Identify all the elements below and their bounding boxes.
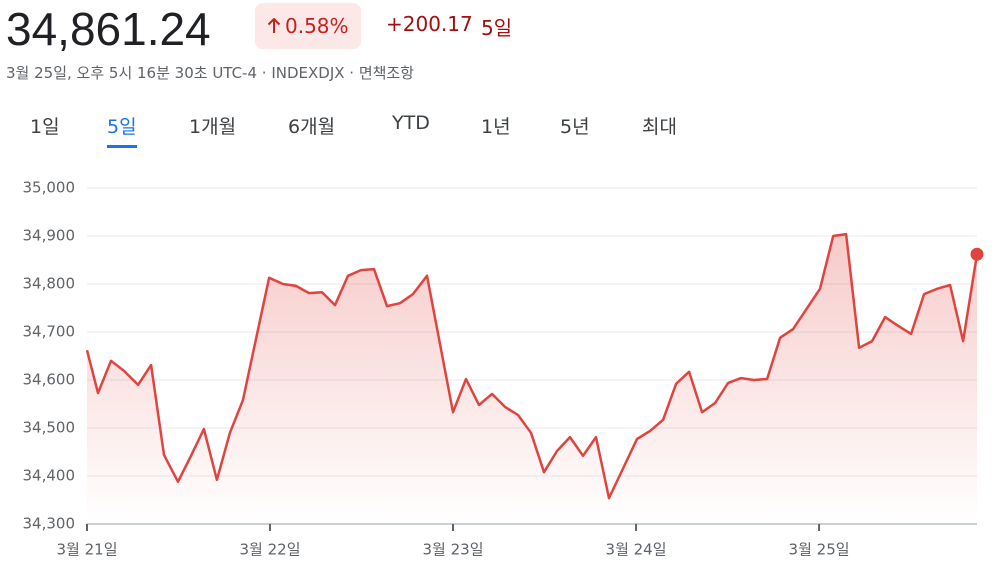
y-tick-label: 34,600 <box>23 371 76 389</box>
range-tab[interactable]: 5년 <box>560 116 590 138</box>
y-tick-label: 34,800 <box>23 275 76 293</box>
x-tick-label: 3월 24일 <box>606 541 667 559</box>
y-tick-label: 34,500 <box>23 419 76 437</box>
change-badge: 0.58% <box>255 3 361 49</box>
range-tab[interactable]: 6개월 <box>288 116 336 138</box>
y-tick-label: 34,900 <box>23 227 76 245</box>
period: 5일 <box>481 16 513 40</box>
range-tab[interactable]: 1일 <box>30 116 60 138</box>
range-tab[interactable]: 5일 <box>107 112 137 148</box>
x-tick-label: 3월 23일 <box>423 541 484 559</box>
area-fill <box>87 234 977 524</box>
x-tick-label: 3월 22일 <box>240 541 301 559</box>
change: +200.17 <box>386 12 473 36</box>
range-tab[interactable]: YTD <box>392 112 430 134</box>
y-tick-label: 34,300 <box>23 515 76 533</box>
up-arrow <box>267 18 281 33</box>
price: 34,861.24 <box>6 3 211 55</box>
x-tick-label: 3월 25일 <box>789 541 850 559</box>
range-tab[interactable]: 최대 <box>642 116 677 138</box>
range-tab[interactable]: 1개월 <box>189 116 237 138</box>
price-line <box>85 232 979 500</box>
y-tick-label: 34,700 <box>23 323 76 341</box>
x-tick-label: 3월 21일 <box>57 541 118 559</box>
y-tick-label: 34,400 <box>23 467 76 485</box>
y-tick-label: 35,000 <box>23 179 76 197</box>
range-tab[interactable]: 1년 <box>481 116 511 138</box>
change-percent: 0.58% <box>285 14 349 38</box>
subtitle: 3월 25일, 오후 5시 16분 30초 UTC-4 · INDEXDJX ·… <box>6 64 415 82</box>
last-point <box>970 247 984 261</box>
